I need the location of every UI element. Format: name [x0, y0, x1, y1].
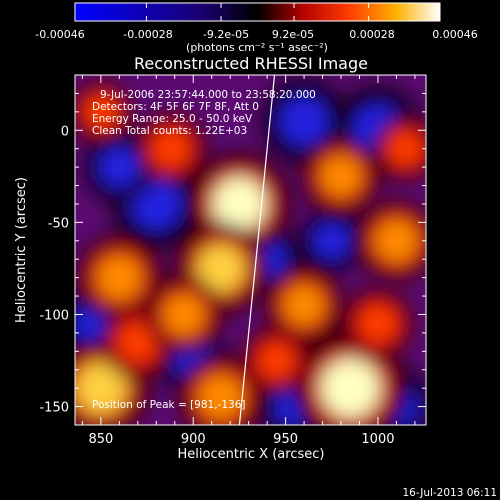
annotation-energy-range: Energy Range: 25.0 - 50.0 keV: [92, 113, 253, 125]
hot-spot: [85, 96, 117, 128]
heatmap-blobs: [75, 77, 426, 425]
hot-spot: [97, 255, 142, 300]
hot-spot: [197, 244, 245, 293]
axes: 850 900 950 1000 0 -50 -100 -150: [39, 74, 426, 447]
hot-spot: [320, 358, 380, 418]
hot-spot: [163, 294, 205, 335]
colorbar-frame: [74, 2, 441, 22]
plot-frame: [74, 74, 427, 426]
heatmap-image: [75, 75, 426, 425]
hot-spot: [359, 305, 397, 343]
y-tick-label: 0: [61, 124, 69, 139]
colorbar-tick-label: -0.00046: [35, 28, 84, 41]
hot-spot: [283, 284, 325, 326]
hot-spot: [75, 362, 127, 414]
colorbar-tick-label: -9.2e-05: [203, 28, 249, 41]
colorbar-gradient: [75, 3, 440, 21]
hot-spot: [198, 375, 244, 420]
y-tick-label: -100: [39, 308, 69, 323]
hot-spot: [320, 156, 362, 197]
hot-spot: [212, 177, 267, 231]
annotation-block: 9-Jul-2006 23:57:44.000 to 23:58:20.000 …: [92, 89, 316, 137]
cold-spot: [313, 222, 350, 259]
x-tick-label: 900: [181, 432, 206, 447]
colorbar-ticks: [74, 3, 441, 21]
annotation-detectors: Detectors: 4F 5F 6F 7F 8F, Att 0: [92, 101, 259, 113]
cold-spot: [99, 146, 140, 188]
annotation-clean-counts: Clean Total counts: 1.22E+03: [92, 125, 247, 137]
x-tick-label: 850: [88, 432, 113, 447]
hot-spot: [375, 219, 418, 262]
colorbar-unit-label: (photons cm⁻² s⁻¹ asec⁻²): [186, 41, 328, 54]
hot-spot: [152, 130, 190, 168]
peak-position-label: Position of Peak = [981,-136]: [92, 399, 246, 411]
y-tick-label: -150: [39, 401, 69, 416]
hot-spot: [389, 132, 423, 166]
hot-spot: [118, 322, 158, 362]
annotation-time-range: 9-Jul-2006 23:57:44.000 to 23:58:20.000: [100, 89, 316, 101]
colorbar-tick-label: -0.00028: [123, 28, 172, 41]
x-tick-label: 950: [273, 432, 298, 447]
solar-limb-line: [238, 75, 276, 425]
colorbar-tick-label: 0.00046: [432, 28, 478, 41]
colorbar: -0.00046 -0.00028 -9.2e-05 9.2e-05 0.000…: [35, 2, 478, 54]
colorbar-tick-label: 9.2e-05: [272, 28, 314, 41]
cold-spot: [279, 96, 329, 146]
x-tick-label: 1000: [361, 432, 394, 447]
colorbar-tick-label: 0.00028: [349, 28, 395, 41]
y-tick-label: -50: [48, 216, 69, 231]
hot-spot: [258, 342, 294, 379]
chart-title: Reconstructed RHESSI Image: [134, 54, 368, 73]
timestamp: 16-Jul-2013 06:11: [402, 487, 497, 499]
x-axis-title: Heliocentric X (arcsec): [178, 447, 325, 462]
y-axis-title: Heliocentric Y (arcsec): [14, 177, 29, 323]
